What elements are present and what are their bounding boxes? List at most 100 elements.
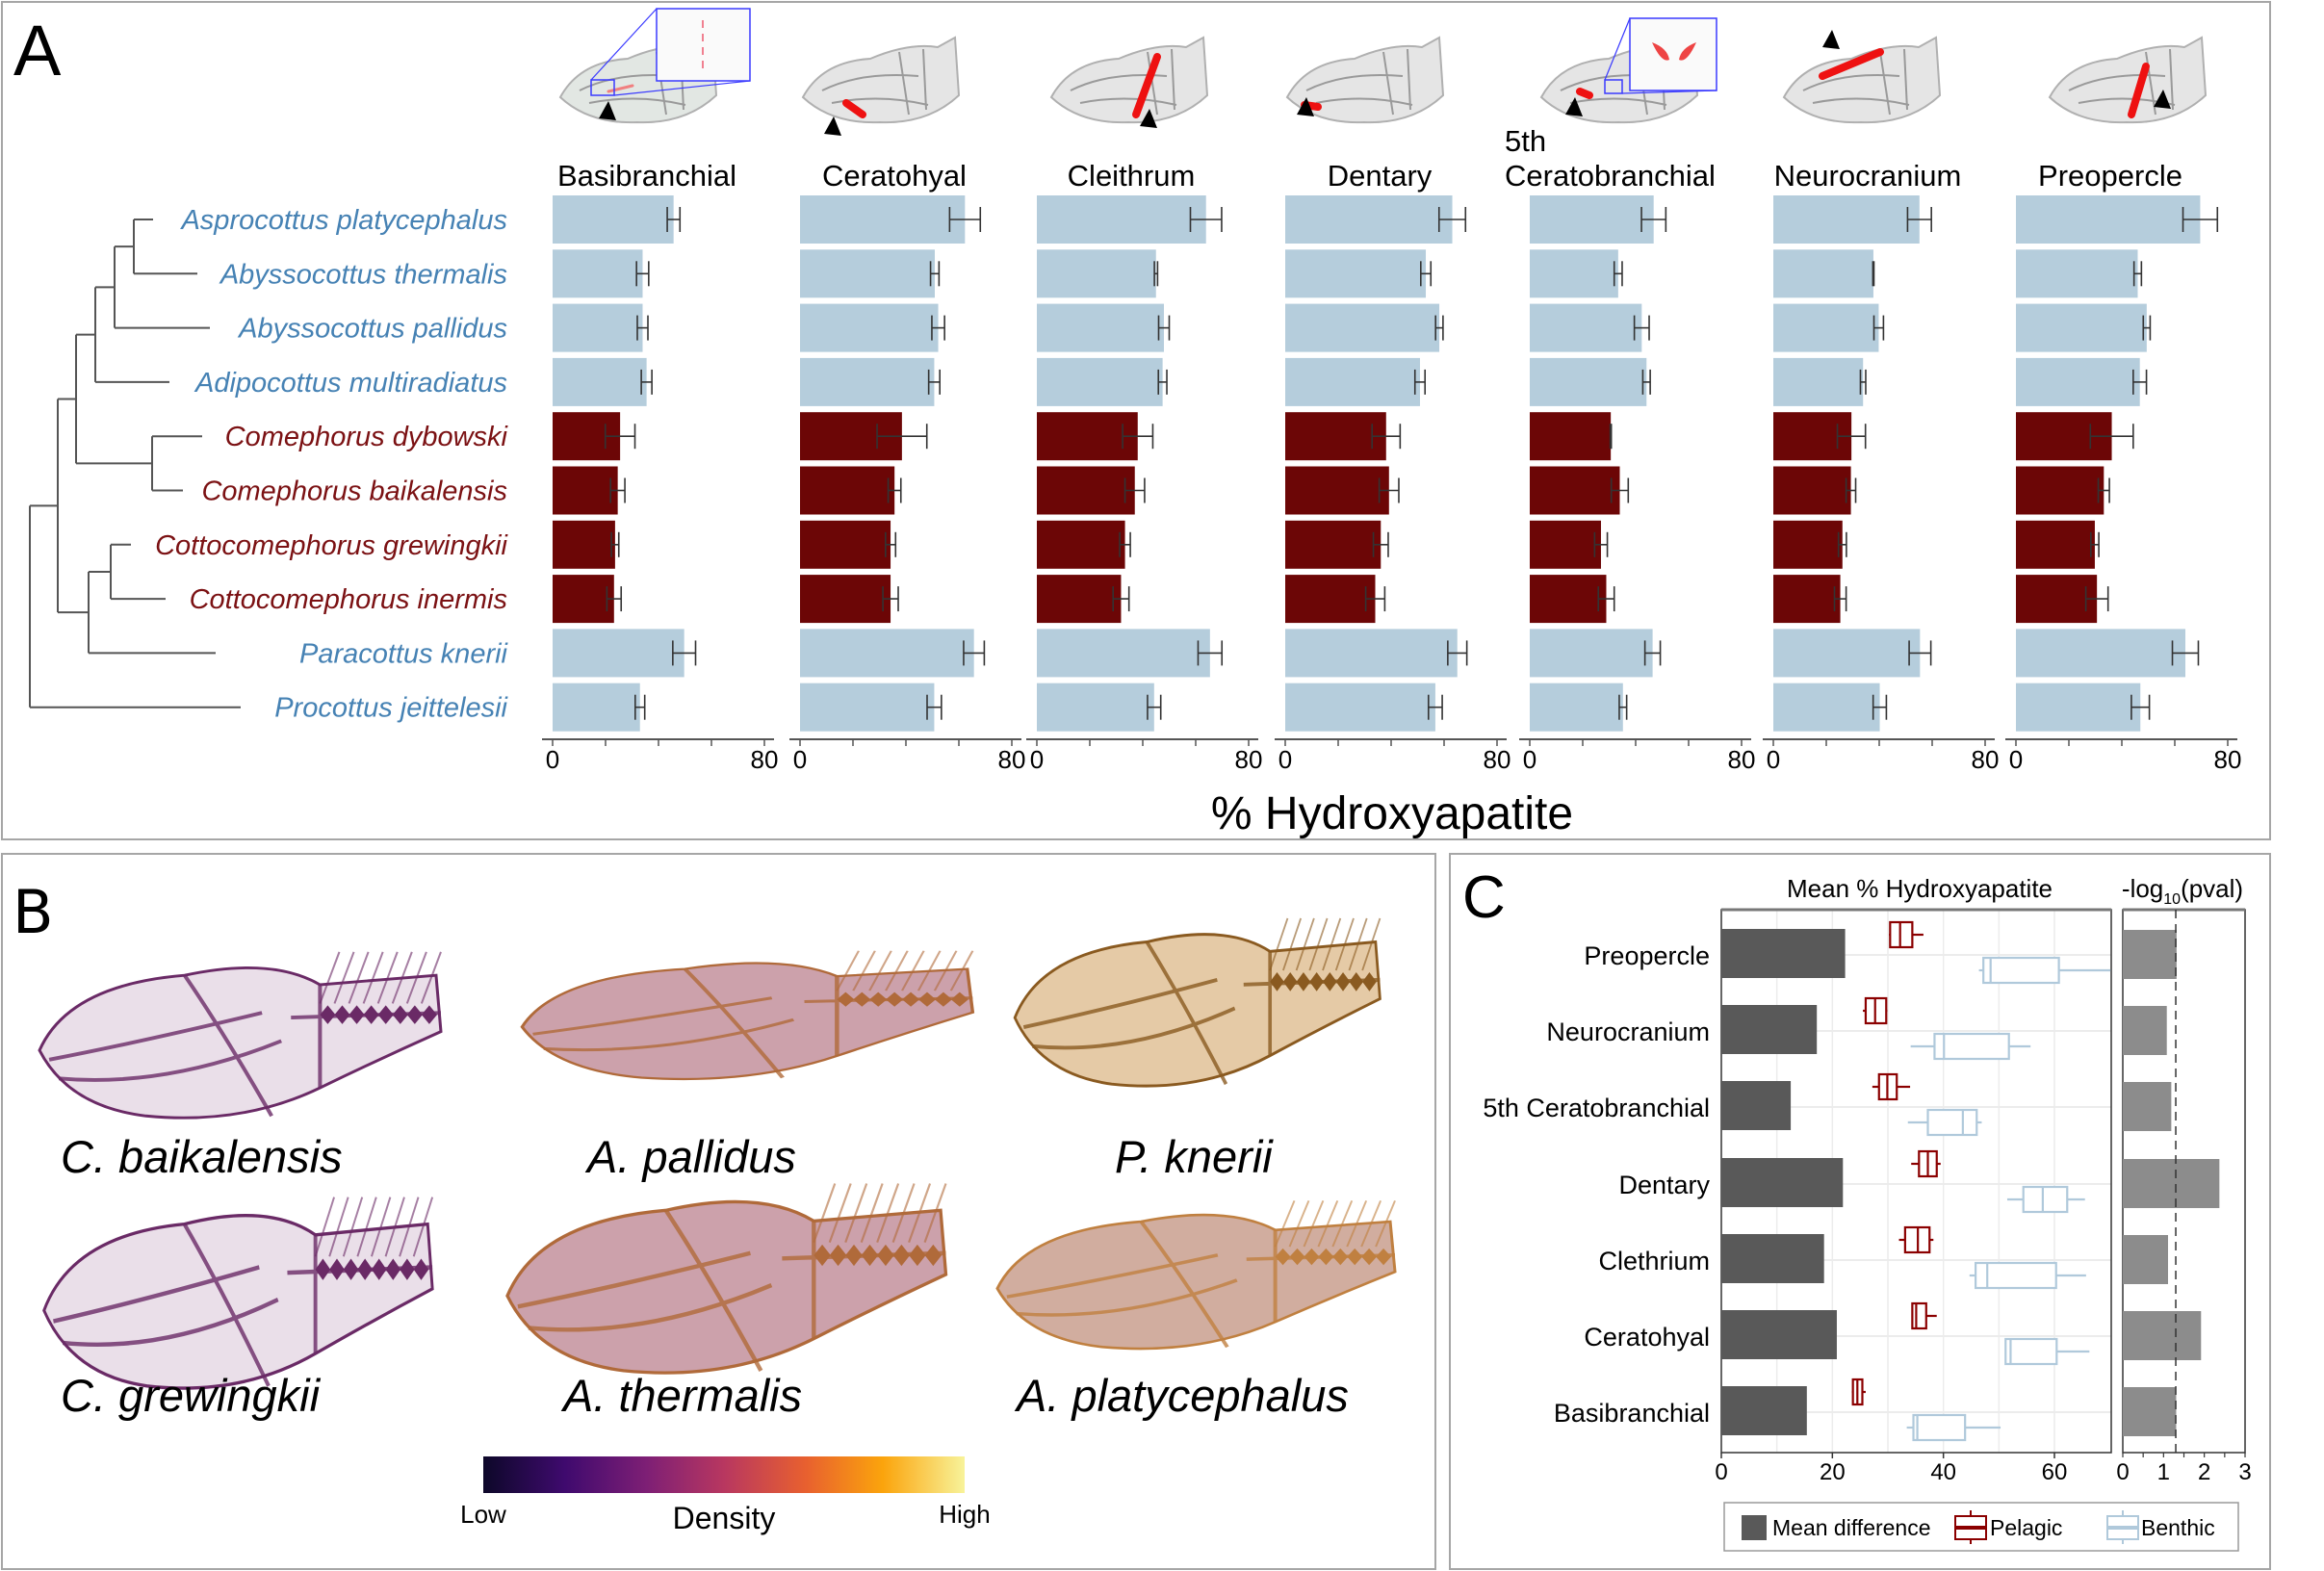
bone-lines xyxy=(48,974,442,1118)
bar xyxy=(553,195,674,244)
pvalue-bar xyxy=(2123,1159,2220,1208)
skull-detail xyxy=(821,48,929,116)
spine xyxy=(405,951,427,1004)
spine xyxy=(923,1183,947,1244)
error-bar xyxy=(609,477,626,503)
skull-detail xyxy=(2068,48,2176,116)
error-bar xyxy=(926,694,943,720)
bar xyxy=(800,682,935,732)
panel-title: Dentary xyxy=(1328,159,1433,193)
skull-detail xyxy=(1305,48,1413,116)
mean-difference-plot: Preopercle Neurocranium 5th Ceratobranchia… xyxy=(1483,908,2112,1485)
x-axis-label: % Hydroxyapatite xyxy=(1211,788,1573,838)
category-label: Neurocranium xyxy=(1546,1017,1710,1046)
spine xyxy=(891,1183,916,1244)
spine xyxy=(868,950,892,992)
bar xyxy=(1530,303,1642,352)
bone-thumbnail xyxy=(1782,30,1942,124)
colorbar-title: Density xyxy=(673,1501,776,1535)
legend-label-mean-difference: Mean difference xyxy=(1772,1515,1931,1540)
inset-box xyxy=(656,8,751,82)
error-bar xyxy=(929,261,941,287)
vertebra xyxy=(1335,972,1351,992)
highlighted-bone xyxy=(607,84,634,93)
bar xyxy=(553,682,640,732)
x-tick-label: 0 xyxy=(1030,745,1044,774)
error-bar xyxy=(927,369,942,395)
spine xyxy=(1282,917,1303,971)
error-bar xyxy=(1122,424,1154,450)
inset-bone xyxy=(1652,42,1696,61)
legend: Mean difference Pelagic Benthic xyxy=(1723,1502,2239,1552)
benthic-boxplot xyxy=(1969,1261,2086,1290)
spine xyxy=(1288,1200,1310,1248)
bar xyxy=(1037,682,1154,732)
skull-detail xyxy=(1070,48,1177,116)
panel-a-chart: Asprocottus platycephalus Abyssocottus th… xyxy=(29,8,2241,838)
bar xyxy=(2016,629,2185,678)
box xyxy=(2022,1185,2069,1214)
vertebra xyxy=(861,1244,879,1267)
skull-silhouette xyxy=(2048,36,2208,124)
error-bar xyxy=(1427,694,1443,720)
benthic-boxplot xyxy=(1907,1108,1982,1137)
bar-panel-basibranchial: Basibranchial 0 80 xyxy=(542,159,778,774)
spine xyxy=(1360,1200,1382,1248)
spine xyxy=(885,950,909,992)
skull-outline xyxy=(995,1213,1397,1351)
spine xyxy=(1346,1200,1368,1248)
highlighted-bone xyxy=(1576,88,1593,99)
vertebra xyxy=(892,1244,911,1267)
error-bar xyxy=(666,207,682,232)
x-tick-label: 20 xyxy=(1820,1459,1846,1485)
legend-swatch-mean-difference xyxy=(1742,1515,1767,1540)
pval-title-sub: 10 xyxy=(2163,891,2181,908)
panel-label-a: A xyxy=(13,11,62,90)
specimen-label: C. grewingkii xyxy=(61,1370,322,1421)
bar xyxy=(800,303,939,352)
error-bar xyxy=(1597,586,1615,612)
mean-chart-title: Mean % Hydroxyapatite xyxy=(1787,874,2053,903)
bone-thumbnail xyxy=(801,36,961,136)
error-bar xyxy=(2132,261,2143,287)
bar xyxy=(1285,629,1458,678)
vertebra xyxy=(1332,1248,1349,1266)
fish-skull-icon xyxy=(38,951,443,1120)
vertebra xyxy=(392,1005,408,1024)
vertebra xyxy=(329,1258,345,1280)
specimen-label: A. pallidus xyxy=(584,1131,796,1182)
spine xyxy=(384,1197,405,1257)
bar xyxy=(800,195,966,244)
bar-panel-preopercle: Preopercle 0 80 xyxy=(2005,159,2241,774)
bar xyxy=(1285,195,1453,244)
bar xyxy=(2016,520,2095,569)
vertebra xyxy=(877,1244,894,1267)
skull-detail xyxy=(1802,48,1910,116)
bar xyxy=(1530,249,1618,298)
error-bar xyxy=(1640,207,1667,232)
pointer-arrow-icon xyxy=(1822,30,1840,49)
mean-difference-bar xyxy=(1721,1234,1824,1283)
error-bar xyxy=(1197,640,1224,666)
spine xyxy=(376,951,399,1004)
error-bar xyxy=(1447,640,1468,666)
spine xyxy=(362,951,384,1004)
error-bar xyxy=(1157,315,1171,341)
x-tick-label: 0 xyxy=(1523,745,1536,774)
vertebra xyxy=(421,1005,437,1024)
bar xyxy=(553,575,614,624)
bar xyxy=(1037,412,1138,461)
error-bar xyxy=(963,640,986,666)
bar xyxy=(1037,575,1122,624)
bone-lines xyxy=(53,1223,433,1387)
spine xyxy=(399,1197,420,1257)
error-bar xyxy=(1872,315,1885,341)
spine xyxy=(342,1197,364,1257)
error-bar xyxy=(1906,207,1932,232)
spine xyxy=(1295,917,1315,971)
pelagic-boxplot xyxy=(1863,996,1888,1025)
vertebra xyxy=(1318,1248,1334,1266)
pelagic-boxplot xyxy=(1911,1149,1941,1178)
panel-title: Cleithrum xyxy=(1068,159,1196,193)
